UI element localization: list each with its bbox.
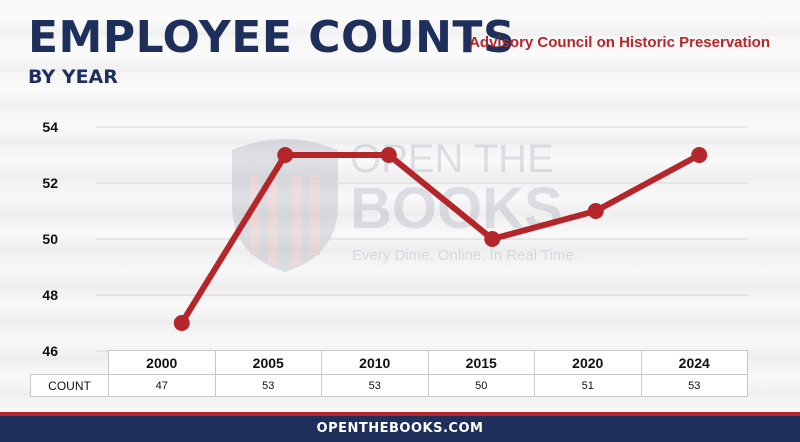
series bbox=[173, 147, 708, 331]
data-label: 50 bbox=[427, 374, 535, 397]
watermark-line1: OPEN THE bbox=[350, 137, 554, 181]
y-tick-label: 48 bbox=[42, 287, 58, 303]
data-point bbox=[691, 147, 708, 163]
data-point bbox=[587, 203, 604, 219]
table-row: COUNT 47 53 53 50 51 53 bbox=[30, 374, 748, 397]
agency-name: Advisory Council on Historic Preservatio… bbox=[469, 34, 770, 51]
y-tick-label: 50 bbox=[42, 231, 58, 247]
chart-title: EMPLOYEE COUNTS bbox=[28, 12, 516, 63]
data-table: 2000 2005 2010 2015 2020 2024 COUNT 47 53 53 50 5… bbox=[30, 350, 748, 397]
table-corner bbox=[30, 350, 109, 375]
chart-subtitle: BY YEAR bbox=[28, 66, 118, 88]
table-header-row: 2000 2005 2010 2015 2020 2024 bbox=[30, 350, 748, 375]
row-label: COUNT bbox=[30, 374, 109, 397]
y-tick-label: 52 bbox=[42, 175, 58, 191]
x-tick-label: 2015 bbox=[427, 350, 535, 375]
x-tick-label: 2020 bbox=[534, 350, 642, 375]
data-label: 47 bbox=[108, 374, 216, 397]
y-tick-label: 54 bbox=[42, 119, 58, 135]
data-point bbox=[484, 231, 501, 247]
x-tick-label: 2024 bbox=[640, 350, 748, 375]
footer-url: OPENTHEBOOKS.COM bbox=[0, 416, 800, 442]
data-label: 53 bbox=[321, 374, 429, 397]
series-line bbox=[178, 152, 703, 326]
x-tick-label: 2000 bbox=[108, 350, 216, 375]
data-point bbox=[380, 147, 397, 163]
data-point bbox=[277, 147, 294, 163]
x-tick-label: 2005 bbox=[214, 350, 322, 375]
data-label: 53 bbox=[640, 374, 748, 397]
data-label: 53 bbox=[214, 374, 322, 397]
data-label: 51 bbox=[534, 374, 642, 397]
data-point bbox=[173, 315, 190, 331]
watermark-tagline: Every Dime. Online. In Real Time. bbox=[352, 247, 578, 264]
footer-stripe bbox=[0, 412, 800, 416]
x-tick-label: 2010 bbox=[321, 350, 429, 375]
